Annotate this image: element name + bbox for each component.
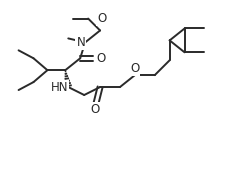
Text: O: O	[96, 52, 105, 65]
Text: HN: HN	[51, 81, 68, 93]
Text: O: O	[130, 62, 139, 75]
Text: O: O	[90, 103, 99, 116]
Text: O: O	[97, 12, 106, 25]
Text: N: N	[76, 36, 85, 49]
